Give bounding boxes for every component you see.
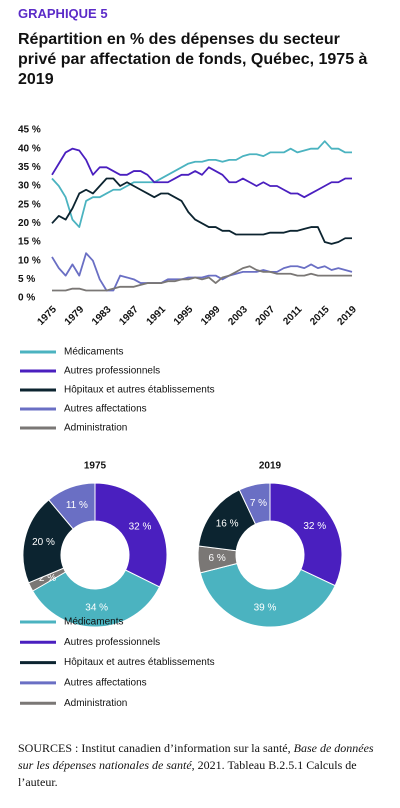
y-tick-label: 35 %: [18, 162, 41, 173]
y-tick-label: 5 %: [18, 274, 35, 285]
x-tick-label: 1983: [90, 304, 114, 328]
value-label: 7 %: [250, 498, 267, 509]
legend-label: Autres professionnels: [64, 637, 160, 648]
line-series: [51, 177, 352, 245]
chart: 0 % 5 % 10 % 15 % 20 % 25 % 30 % 35 % 40 % 45 % 19…: [18, 125, 359, 709]
x-tick-label: 1979: [63, 304, 87, 328]
y-tick-label: 30 %: [18, 181, 41, 192]
pie-title: 1975: [84, 461, 107, 472]
y-tick-label: 40 %: [18, 143, 41, 154]
value-label: 39 %: [254, 602, 277, 613]
chart-title: Répartition en % des dépenses du secteur…: [18, 31, 368, 88]
value-label: 2 %: [39, 573, 56, 584]
y-tick-label: 45 %: [18, 125, 41, 136]
value-label: 11 %: [66, 500, 88, 511]
value-label: 32 %: [129, 522, 152, 533]
x-tick-label: 2015: [308, 304, 332, 328]
value-label: 32 %: [303, 521, 326, 532]
legend-label: Médicaments: [64, 617, 123, 628]
value-label: 16 %: [216, 518, 239, 529]
x-tick-label: 1991: [145, 304, 169, 328]
x-tick-label: 1995: [172, 304, 196, 328]
donut-segment: [269, 482, 343, 587]
x-tick-label: 2019: [335, 304, 359, 328]
value-label: 6 %: [208, 553, 225, 564]
legend-label: Administration: [64, 423, 127, 434]
legend-label: Autres affectations: [64, 404, 147, 415]
donut-segment: [94, 482, 168, 588]
donut-segment: [48, 482, 96, 530]
legend-label: Autres affectations: [64, 678, 147, 689]
legend-label: Hôpitaux et autres établissements: [64, 657, 215, 668]
y-tick-label: 0 %: [18, 293, 35, 304]
y-tick-label: 10 %: [18, 255, 41, 266]
line-series: [51, 147, 352, 199]
source-rest: , 2021. Tableau B.2.5.1 Calculs de l’aut…: [18, 758, 357, 789]
header: GRAPHIQUE 5: [18, 6, 108, 21]
pie-title: 2019: [259, 461, 282, 472]
y-tick-label: 25 %: [18, 199, 41, 210]
donut-segment: [238, 482, 271, 525]
line-series: [52, 265, 352, 292]
sources: SOURCES : Institut canadien d’informatio…: [18, 740, 388, 791]
x-tick-label: 2003: [226, 304, 250, 328]
line-series: [51, 140, 352, 228]
source-title: Base de données sur les dépenses nationa…: [18, 741, 374, 772]
legend-label: Administration: [64, 698, 127, 709]
value-label: 34 %: [85, 603, 108, 614]
legend-label: Autres professionnels: [64, 366, 160, 377]
value-label: 20 %: [32, 537, 55, 548]
x-tick-label: 1975: [35, 304, 59, 328]
y-tick-label: 15 %: [18, 237, 41, 248]
x-tick-label: 2007: [254, 304, 278, 328]
x-tick-label: 2011: [281, 304, 304, 327]
donut-segment: [199, 562, 336, 628]
legend-label: Hôpitaux et autres établissements: [64, 385, 215, 396]
source-lead: SOURCES : Institut canadien d’informatio…: [18, 741, 294, 755]
x-tick-label: 1999: [199, 304, 223, 328]
y-tick-label: 20 %: [18, 218, 41, 229]
line-series: [51, 252, 353, 292]
legend-label: Médicaments: [64, 347, 123, 358]
donut-segment: [31, 569, 161, 628]
x-tick-label: 1987: [117, 304, 141, 328]
